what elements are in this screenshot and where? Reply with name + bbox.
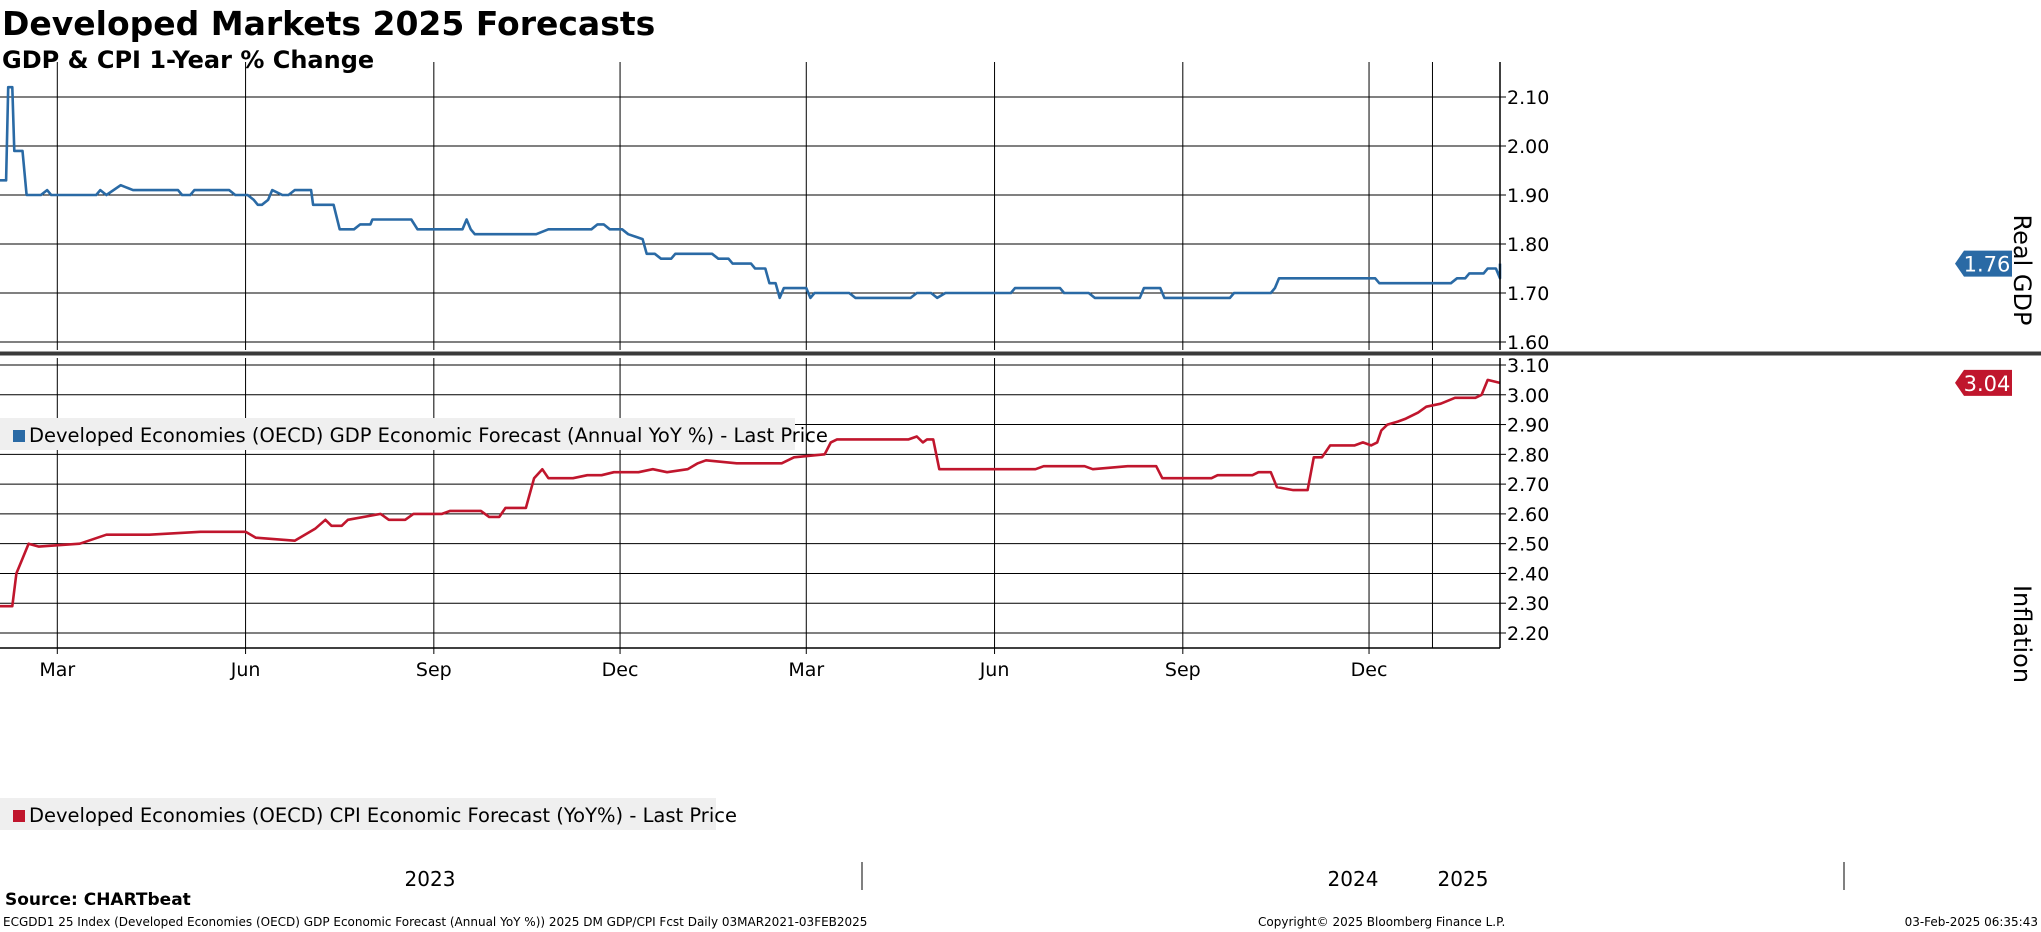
- cpi-y-tick-label: 2.80: [1507, 444, 1549, 466]
- x-year-label: 2024: [1328, 867, 1379, 891]
- x-year-label: 2023: [405, 867, 456, 891]
- cpi-y-tick-label: 2.40: [1507, 563, 1549, 585]
- cpi-last-value-label: 3.04: [1964, 372, 2011, 396]
- cpi-y-tick-label: 3.00: [1507, 385, 1549, 407]
- gdp-y-tick-label: 1.60: [1507, 332, 1549, 354]
- gdp-y-tick-label: 2.00: [1507, 136, 1549, 158]
- gdp-y-tick-label: 1.70: [1507, 283, 1549, 305]
- x-tick-label: Jun: [230, 659, 261, 681]
- gdp-legend-swatch: [13, 430, 25, 442]
- gdp-legend-box: [0, 418, 795, 450]
- footer-timestamp: 03-Feb-2025 06:35:43: [1904, 915, 2038, 929]
- gdp-y-axis-label: Real GDP: [2008, 215, 2036, 326]
- series-line: [0, 378, 1501, 608]
- footer-description: ECGDD1 25 Index (Developed Economies (OE…: [3, 915, 868, 929]
- cpi-legend-swatch: [13, 810, 25, 822]
- footer-copyright: Copyright© 2025 Bloomberg Finance L.P.: [1258, 915, 1506, 929]
- axes: [0, 62, 2041, 649]
- x-year-label: 2025: [1438, 867, 1489, 891]
- cpi-legend-box: [0, 798, 716, 830]
- cpi-y-tick-labels: 3.10 3.00 2.90 2.80 2.70 2.60 2.50 2.40 2.30 2.20: [1500, 355, 1549, 645]
- x-tick-label: Jun: [979, 659, 1010, 681]
- axis-labels: Real GDP Inflation: [2008, 215, 2036, 684]
- series-line: [0, 85, 1502, 300]
- x-tick-labels: Mar Jun Sep Dec Mar Jun Sep Dec 2023 2024 2025: [39, 648, 1845, 891]
- cpi-y-axis-label: Inflation: [2008, 585, 2036, 683]
- x-tick-label: Dec: [602, 659, 639, 681]
- x-tick-label: Dec: [1351, 659, 1388, 681]
- gdp-last-value-label: 1.76: [1964, 253, 2011, 277]
- gdp-y-tick-label: 2.10: [1507, 87, 1549, 109]
- gdp-y-tick-label: 1.90: [1507, 185, 1549, 207]
- cpi-y-tick-label: 2.50: [1507, 534, 1549, 556]
- cpi-y-tick-label: 2.60: [1507, 504, 1549, 526]
- gdp-legend-label: Developed Economies (OECD) GDP Economic …: [29, 424, 828, 447]
- vertical-gridlines: [56, 62, 1433, 648]
- cpi-series: [0, 378, 1501, 608]
- legends: Developed Economies (OECD) GDP Economic …: [0, 418, 828, 830]
- x-tick-label: Mar: [39, 659, 75, 681]
- cpi-legend-label: Developed Economies (OECD) CPI Economic …: [29, 804, 737, 827]
- cpi-y-tick-label: 2.90: [1507, 415, 1549, 437]
- cpi-gridlines: [0, 364, 1500, 634]
- cpi-y-tick-label: 2.70: [1507, 474, 1549, 496]
- cpi-y-tick-label: 2.30: [1507, 593, 1549, 615]
- source-note: Source: CHARTbeat: [5, 890, 191, 910]
- chart-title: Developed Markets 2025 Forecasts: [2, 4, 656, 43]
- x-tick-label: Sep: [416, 659, 452, 681]
- cpi-last-value-badge: [1955, 369, 2012, 396]
- gdp-last-value-badge: [1955, 250, 2012, 277]
- x-tick-label: Sep: [1165, 659, 1201, 681]
- cpi-y-tick-label: 2.20: [1507, 623, 1549, 645]
- gdp-gridlines: [0, 96, 1500, 343]
- gdp-y-tick-labels: 2.10 2.00 1.90 1.80 1.70 1.60: [1500, 87, 1549, 354]
- gdp-y-tick-label: 1.80: [1507, 234, 1549, 256]
- last-value-badges: 1.76 3.04: [1955, 250, 2012, 396]
- x-tick-label: Mar: [788, 659, 824, 681]
- cpi-y-tick-label: 3.10: [1507, 355, 1549, 377]
- chart-subtitle: GDP & CPI 1-Year % Change: [2, 46, 375, 74]
- gdp-series: [0, 85, 1502, 300]
